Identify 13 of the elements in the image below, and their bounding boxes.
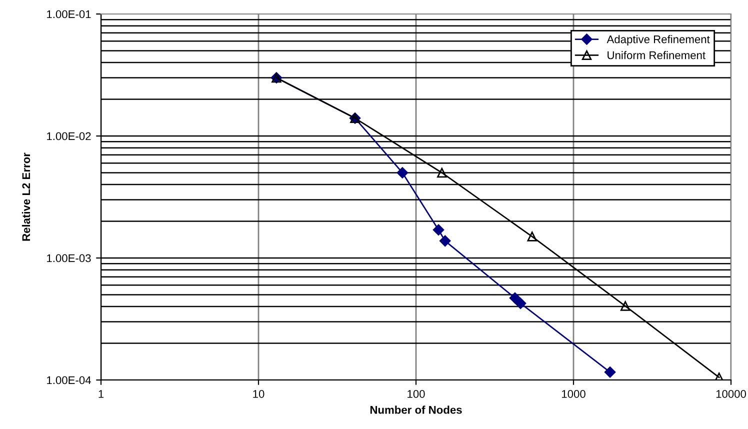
x-tick-label: 100 <box>408 390 425 398</box>
x-tick-label: 1000 <box>562 390 586 398</box>
legend-label: Adaptive Refinement <box>606 35 710 46</box>
x-tick-label: 1 <box>98 390 104 398</box>
y-tick-label: 1.00E-02 <box>47 132 91 140</box>
y-tick-label: 1.00E-04 <box>47 376 91 384</box>
x-tick-label: 10 <box>253 390 264 398</box>
y-axis-title: Relative L2 Error <box>22 152 30 241</box>
legend-label: Uniform Refinement <box>608 51 706 60</box>
y-tick-label: 1.00E-03 <box>47 254 91 262</box>
x-axis-title: Number of Nodes <box>370 406 462 414</box>
y-tick-label: 1.00E-01 <box>47 10 91 18</box>
x-tick-label: 10000 <box>716 390 746 398</box>
